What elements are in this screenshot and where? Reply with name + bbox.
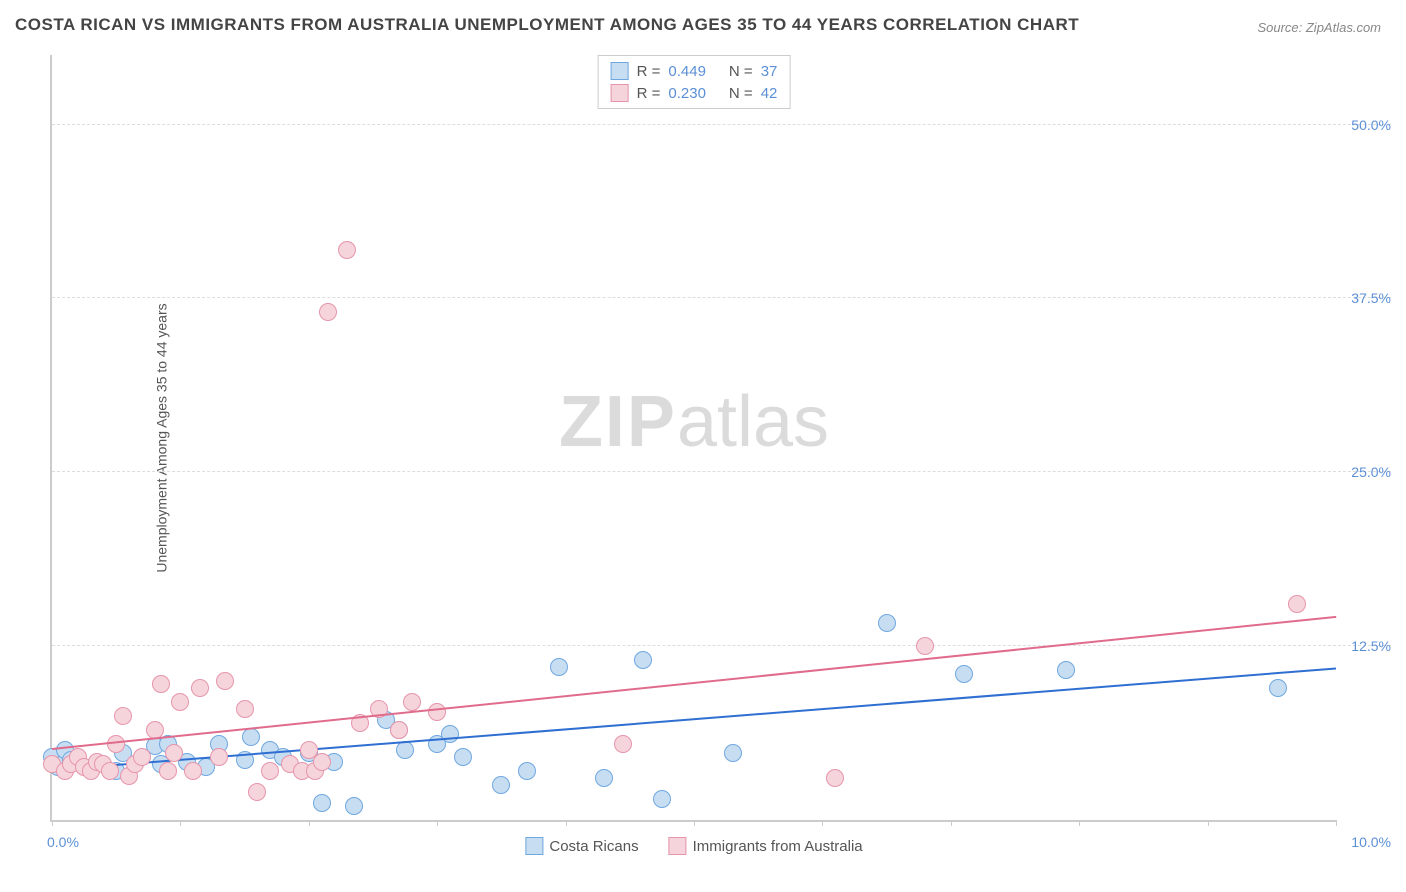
data-point	[338, 241, 356, 259]
gridline	[52, 471, 1391, 472]
data-point	[955, 665, 973, 683]
data-point	[1057, 661, 1075, 679]
gridline	[52, 124, 1391, 125]
legend-swatch	[611, 62, 629, 80]
legend-label: Immigrants from Australia	[693, 838, 863, 855]
data-point	[191, 679, 209, 697]
y-axis-label: Unemployment Among Ages 35 to 44 years	[154, 303, 170, 572]
data-point	[614, 735, 632, 753]
x-tick-label-min: 0.0%	[47, 834, 79, 850]
data-point	[634, 651, 652, 669]
x-tick	[951, 820, 952, 826]
data-point	[916, 637, 934, 655]
data-point	[550, 658, 568, 676]
data-point	[248, 783, 266, 801]
data-point	[492, 776, 510, 794]
data-point	[210, 748, 228, 766]
legend-item: Costa Ricans	[525, 837, 638, 855]
data-point	[313, 794, 331, 812]
data-point	[826, 769, 844, 787]
data-point	[114, 707, 132, 725]
source-attribution: Source: ZipAtlas.com	[1257, 20, 1381, 35]
stats-legend: R = 0.449 N = 37 R = 0.230 N = 42	[598, 55, 791, 109]
data-point	[152, 675, 170, 693]
data-point	[216, 672, 234, 690]
n-value: 37	[761, 63, 778, 80]
gridline	[52, 297, 1391, 298]
watermark: ZIPatlas	[559, 381, 829, 463]
y-tick-label: 12.5%	[1341, 638, 1391, 654]
x-tick	[694, 820, 695, 826]
series-legend: Costa Ricans Immigrants from Australia	[525, 837, 862, 855]
legend-label: Costa Ricans	[549, 838, 638, 855]
data-point	[1288, 595, 1306, 613]
data-point	[101, 762, 119, 780]
n-value: 42	[761, 85, 778, 102]
data-point	[242, 728, 260, 746]
plot-area: ZIPatlas Unemployment Among Ages 35 to 4…	[50, 55, 1336, 822]
data-point	[159, 762, 177, 780]
legend-swatch	[669, 837, 687, 855]
x-tick	[1336, 820, 1337, 826]
stats-row: R = 0.449 N = 37	[611, 60, 778, 82]
data-point	[165, 744, 183, 762]
x-tick	[309, 820, 310, 826]
data-point	[390, 721, 408, 739]
n-label: N =	[729, 85, 753, 102]
legend-swatch	[611, 84, 629, 102]
legend-swatch	[525, 837, 543, 855]
data-point	[595, 769, 613, 787]
data-point	[184, 762, 202, 780]
x-tick-label-max: 10.0%	[1351, 834, 1391, 850]
data-point	[319, 303, 337, 321]
x-tick	[437, 820, 438, 826]
stats-row: R = 0.230 N = 42	[611, 82, 778, 104]
n-label: N =	[729, 63, 753, 80]
data-point	[878, 614, 896, 632]
gridline	[52, 645, 1391, 646]
data-point	[724, 744, 742, 762]
data-point	[133, 748, 151, 766]
r-label: R =	[637, 85, 661, 102]
y-tick-label: 50.0%	[1341, 117, 1391, 133]
chart-title: COSTA RICAN VS IMMIGRANTS FROM AUSTRALIA…	[15, 15, 1079, 35]
legend-item: Immigrants from Australia	[669, 837, 863, 855]
r-label: R =	[637, 63, 661, 80]
x-tick	[566, 820, 567, 826]
x-tick	[1079, 820, 1080, 826]
x-tick	[180, 820, 181, 826]
data-point	[345, 797, 363, 815]
data-point	[454, 748, 472, 766]
y-tick-label: 37.5%	[1341, 290, 1391, 306]
data-point	[428, 703, 446, 721]
data-point	[261, 762, 279, 780]
x-tick	[52, 820, 53, 826]
data-point	[396, 741, 414, 759]
r-value: 0.230	[668, 85, 706, 102]
data-point	[236, 700, 254, 718]
correlation-chart: COSTA RICAN VS IMMIGRANTS FROM AUSTRALIA…	[10, 10, 1396, 882]
data-point	[1269, 679, 1287, 697]
data-point	[518, 762, 536, 780]
data-point	[653, 790, 671, 808]
x-tick	[822, 820, 823, 826]
data-point	[313, 753, 331, 771]
r-value: 0.449	[668, 63, 706, 80]
data-point	[171, 693, 189, 711]
y-tick-label: 25.0%	[1341, 464, 1391, 480]
data-point	[403, 693, 421, 711]
x-tick	[1208, 820, 1209, 826]
data-point	[441, 725, 459, 743]
